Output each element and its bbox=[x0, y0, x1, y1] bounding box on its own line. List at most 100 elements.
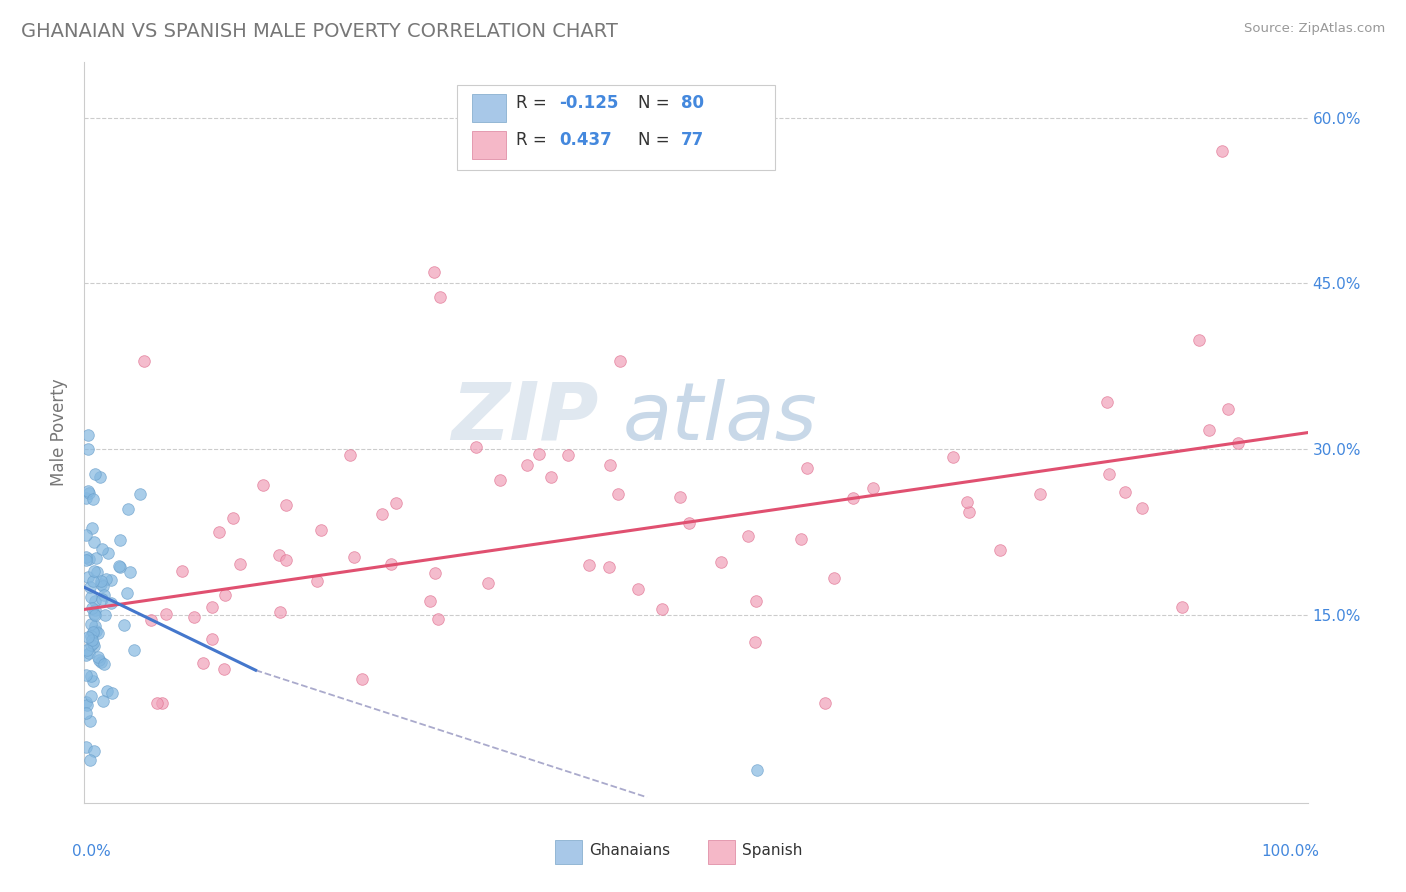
Point bbox=[75, 550, 97, 565]
Point bbox=[419, 593, 441, 607]
Text: R =: R = bbox=[516, 131, 553, 149]
Text: 80: 80 bbox=[682, 95, 704, 112]
Point bbox=[100, 596, 122, 610]
Point bbox=[422, 265, 444, 279]
Point bbox=[1198, 423, 1220, 437]
Point bbox=[669, 490, 692, 504]
Point bbox=[75, 491, 97, 505]
Point bbox=[82, 491, 104, 506]
Bar bbox=[472, 94, 506, 121]
Point bbox=[75, 553, 97, 567]
Point bbox=[75, 739, 97, 754]
Point bbox=[200, 632, 222, 647]
Point bbox=[83, 639, 105, 653]
Point bbox=[152, 697, 174, 711]
Point bbox=[96, 683, 118, 698]
Point bbox=[91, 592, 114, 607]
Point bbox=[79, 581, 101, 595]
Text: Source: ZipAtlas.com: Source: ZipAtlas.com bbox=[1244, 22, 1385, 36]
Text: 0.437: 0.437 bbox=[560, 131, 612, 149]
Point bbox=[598, 559, 620, 574]
Point bbox=[82, 600, 104, 615]
Point bbox=[79, 690, 101, 704]
Point bbox=[1216, 402, 1239, 417]
Point bbox=[82, 574, 104, 588]
Point bbox=[606, 486, 628, 500]
Point bbox=[90, 655, 112, 669]
Point bbox=[75, 648, 97, 662]
Point bbox=[90, 574, 112, 589]
Point bbox=[274, 553, 297, 567]
Point bbox=[82, 625, 104, 640]
Point bbox=[489, 473, 512, 487]
Point bbox=[75, 528, 97, 542]
Point bbox=[956, 495, 979, 509]
Point bbox=[527, 447, 550, 461]
Point bbox=[76, 427, 98, 442]
Point bbox=[77, 442, 100, 457]
Point bbox=[80, 638, 103, 652]
Point bbox=[651, 602, 673, 616]
Point bbox=[91, 694, 114, 708]
Point bbox=[77, 484, 100, 499]
Point bbox=[252, 478, 274, 492]
Point bbox=[370, 508, 392, 522]
Point bbox=[274, 498, 297, 512]
Text: R =: R = bbox=[516, 95, 553, 112]
Point bbox=[214, 663, 236, 677]
Point bbox=[578, 558, 600, 572]
Point bbox=[117, 502, 139, 516]
Point bbox=[90, 576, 112, 591]
Text: N =: N = bbox=[638, 131, 675, 149]
Point bbox=[380, 557, 402, 571]
Point bbox=[100, 574, 122, 588]
Point bbox=[86, 650, 108, 665]
Point bbox=[83, 607, 105, 621]
Point bbox=[200, 600, 222, 615]
Point bbox=[350, 672, 373, 686]
Point bbox=[108, 560, 131, 574]
Point bbox=[83, 594, 105, 608]
Point bbox=[101, 686, 124, 700]
Point bbox=[823, 571, 845, 585]
Bar bbox=[555, 840, 582, 863]
Point bbox=[1171, 600, 1194, 615]
Point bbox=[83, 619, 105, 633]
Bar bbox=[709, 840, 735, 863]
Point bbox=[309, 523, 332, 537]
Point bbox=[91, 579, 114, 593]
Point bbox=[465, 440, 488, 454]
Text: atlas: atlas bbox=[623, 379, 817, 457]
Point bbox=[427, 612, 450, 626]
Point bbox=[80, 617, 103, 632]
Point bbox=[942, 450, 965, 465]
FancyBboxPatch shape bbox=[457, 85, 776, 169]
Point bbox=[82, 624, 104, 639]
Point bbox=[82, 632, 104, 647]
Text: Ghanaians: Ghanaians bbox=[589, 843, 671, 858]
Point bbox=[79, 753, 101, 767]
Point bbox=[193, 657, 215, 671]
Point bbox=[609, 353, 631, 368]
Point bbox=[108, 533, 131, 548]
Point bbox=[89, 469, 111, 483]
Text: 77: 77 bbox=[682, 131, 704, 149]
Point bbox=[112, 617, 135, 632]
Point bbox=[747, 763, 769, 777]
Point bbox=[76, 643, 98, 657]
Point bbox=[115, 586, 138, 600]
Point bbox=[145, 697, 167, 711]
Point bbox=[86, 565, 108, 579]
Point bbox=[183, 610, 205, 624]
Point bbox=[79, 714, 101, 728]
Point bbox=[790, 533, 813, 547]
Point bbox=[540, 470, 562, 484]
Point bbox=[222, 511, 245, 525]
Point bbox=[269, 548, 291, 562]
Point bbox=[132, 353, 155, 368]
Point bbox=[1098, 467, 1121, 482]
Point bbox=[84, 550, 107, 565]
Point bbox=[599, 458, 621, 472]
Point bbox=[129, 486, 152, 500]
Point bbox=[94, 572, 117, 586]
